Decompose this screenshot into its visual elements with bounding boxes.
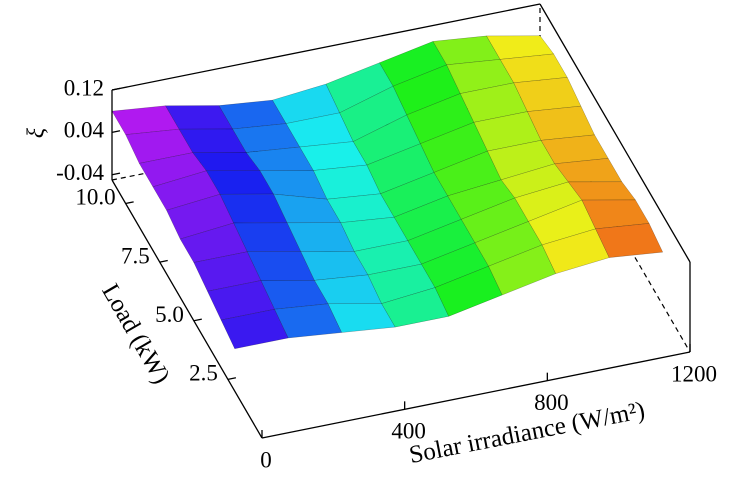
y-tick-label: 10.0	[75, 185, 115, 210]
z-tick-label: 0.04	[64, 118, 105, 143]
surface-patch	[595, 223, 664, 258]
y-tick	[193, 318, 202, 322]
y-tick-label: 2.5	[189, 361, 218, 386]
surface-patch	[540, 134, 609, 165]
y-axis-title: Load (kW)	[96, 279, 175, 388]
y-tick-label: 7.5	[121, 243, 150, 268]
x-axis-title: Solar irradiance (W/m²)	[407, 397, 647, 469]
y-tick	[125, 201, 134, 205]
y-axis	[111, 179, 263, 439]
z-tick-label: 0.12	[64, 75, 104, 100]
x-tick-label: 800	[534, 390, 569, 415]
y-tick-label: 5.0	[155, 302, 184, 327]
z-axis-title: ξ	[24, 127, 50, 138]
y-tick	[227, 377, 237, 381]
x-axis	[261, 351, 691, 439]
y-tick	[159, 259, 168, 263]
z-tick	[111, 87, 121, 91]
x-tick-label: 0	[260, 447, 272, 472]
surface-patch	[499, 53, 568, 84]
x-tick-label: 1200	[671, 361, 717, 386]
box-edge	[539, 3, 691, 263]
box-edge	[111, 3, 541, 91]
z-tick	[111, 172, 121, 176]
surface	[111, 35, 664, 350]
z-tick-label: -0.04	[56, 160, 104, 185]
z-tick	[111, 130, 121, 133]
x-tick-label: 400	[391, 419, 426, 444]
